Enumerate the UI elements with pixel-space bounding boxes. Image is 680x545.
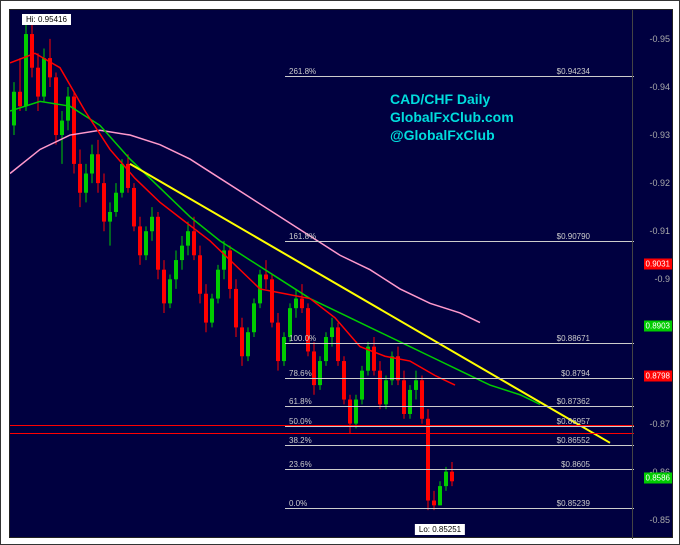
fib-pct-label: 23.6% bbox=[289, 460, 312, 469]
y-tick: -0.9 bbox=[654, 274, 670, 284]
price-tag: 0.8586 bbox=[644, 473, 672, 484]
chart-container[interactable]: Hi: 0.95416 Lo: 0.85251 CAD/CHF Daily Gl… bbox=[9, 9, 673, 538]
outer-frame: Hi: 0.95416 Lo: 0.85251 CAD/CHF Daily Gl… bbox=[0, 0, 680, 545]
chart-title: CAD/CHF Daily GlobalFxClub.com @GlobalFx… bbox=[390, 90, 514, 145]
trendline bbox=[130, 164, 610, 443]
fib-line bbox=[285, 469, 634, 470]
y-tick: -0.87 bbox=[649, 419, 670, 429]
price-tag: 0.8903 bbox=[644, 320, 672, 331]
ma-pink bbox=[10, 130, 480, 322]
y-tick: -0.95 bbox=[649, 34, 670, 44]
y-tick: -0.93 bbox=[649, 130, 670, 140]
fib-pct-label: 100.0% bbox=[289, 334, 316, 343]
y-tick: -0.85 bbox=[649, 515, 670, 525]
fib-pct-label: 261.8% bbox=[289, 67, 316, 76]
lo-tag: Lo: 0.85251 bbox=[415, 524, 465, 535]
fib-price-label: $0.86552 bbox=[557, 436, 590, 445]
fib-line bbox=[285, 378, 634, 379]
fib-line bbox=[285, 343, 634, 344]
fib-price-label: $0.90790 bbox=[557, 232, 590, 241]
title-line-2: GlobalFxClub.com bbox=[390, 108, 514, 126]
fib-price-label: $0.94234 bbox=[557, 67, 590, 76]
price-tag: 0.8798 bbox=[644, 371, 672, 382]
fib-pct-label: 61.8% bbox=[289, 397, 312, 406]
fib-price-label: $0.87362 bbox=[557, 397, 590, 406]
fib-pct-label: 161.8% bbox=[289, 232, 316, 241]
fib-pct-label: 0.0% bbox=[289, 499, 307, 508]
chart-svg bbox=[10, 10, 634, 539]
title-line-1: CAD/CHF Daily bbox=[390, 90, 514, 108]
fib-price-label: $0.8794 bbox=[561, 369, 590, 378]
fib-line bbox=[285, 508, 634, 509]
fib-pct-label: 38.2% bbox=[289, 436, 312, 445]
fib-line bbox=[285, 241, 634, 242]
horizontal-support-line bbox=[10, 433, 634, 434]
fib-line bbox=[285, 76, 634, 77]
y-tick: -0.92 bbox=[649, 178, 670, 188]
ma-red bbox=[10, 53, 455, 385]
fib-line bbox=[285, 406, 634, 407]
horizontal-support-line bbox=[10, 425, 634, 426]
fib-line bbox=[285, 445, 634, 446]
y-tick: -0.94 bbox=[649, 82, 670, 92]
fib-price-label: $0.8605 bbox=[561, 460, 590, 469]
y-axis: -0.95-0.94-0.93-0.92-0.91-0.9-0.89-0.88-… bbox=[632, 10, 672, 539]
plot-area[interactable]: Hi: 0.95416 Lo: 0.85251 CAD/CHF Daily Gl… bbox=[10, 10, 634, 539]
fib-price-label: $0.88671 bbox=[557, 334, 590, 343]
y-tick: -0.91 bbox=[649, 226, 670, 236]
fib-pct-label: 78.6% bbox=[289, 369, 312, 378]
ma-green bbox=[10, 101, 540, 404]
hi-tag: Hi: 0.95416 bbox=[22, 14, 71, 25]
fib-price-label: $0.85239 bbox=[557, 499, 590, 508]
fib-line bbox=[285, 426, 634, 427]
title-line-3: @GlobalFxClub bbox=[390, 126, 514, 144]
price-tag: 0.9031 bbox=[644, 259, 672, 270]
